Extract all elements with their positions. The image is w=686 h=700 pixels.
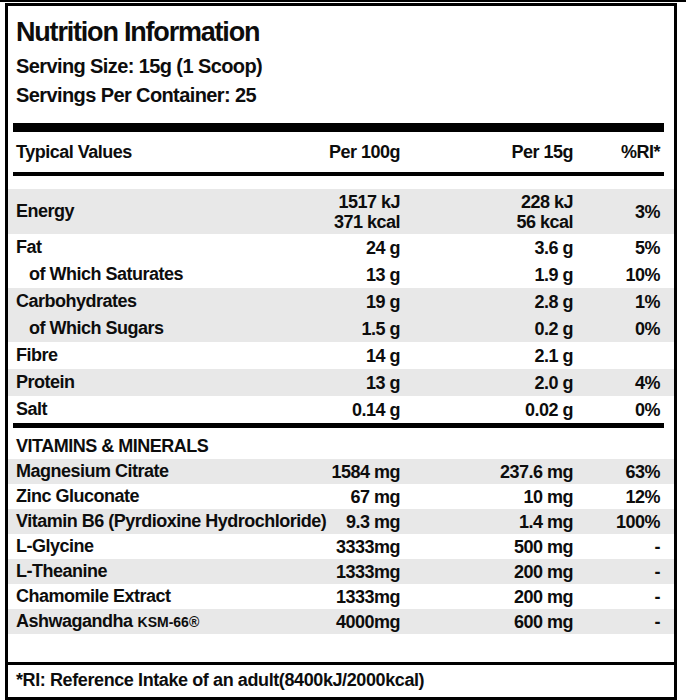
row-label: Magnesium Citrate xyxy=(16,461,169,482)
value-ri: 63% xyxy=(625,462,660,482)
value-per-100g: 13 g xyxy=(366,265,400,285)
row-label: Salt xyxy=(16,399,47,420)
label-body: Nutrition Information Serving Size: 15g … xyxy=(8,6,674,634)
value-per-100g: 13 g xyxy=(366,373,400,393)
value-per-100g: 9.3 mg xyxy=(346,512,400,532)
value-per-15g: 500 mg xyxy=(514,537,573,557)
value-per-15g: 1.9 g xyxy=(534,265,573,285)
value-ri: - xyxy=(655,562,661,582)
table-row-ashwagandha: Ashwagandha KSM-66® 4000mg 600 mg - xyxy=(8,609,674,634)
table-row-carbohydrates: Carbohydrates 19 g 2.8 g 1% xyxy=(8,288,674,315)
row-label-trademark: KSM-66® xyxy=(138,614,200,630)
value-per-100g: 1333mg xyxy=(336,587,400,607)
value-ri: - xyxy=(655,612,661,632)
value-per-100g: 1333mg xyxy=(336,562,400,582)
row-label: of Which Saturates xyxy=(16,264,183,285)
value-per-15g: 228 kJ 56 kcal xyxy=(516,192,573,232)
column-header-ri: %RI* xyxy=(621,142,660,162)
value-per-100g: 67 mg xyxy=(350,487,400,507)
value-per-15g: 2.8 g xyxy=(534,292,573,312)
table-row-salt: Salt 0.14 g 0.02 g 0% xyxy=(8,396,674,423)
value-ri: 3% xyxy=(635,202,660,222)
label-title: Nutrition Information xyxy=(16,12,674,52)
value-per-15g: 3.6 g xyxy=(534,238,573,258)
value-per-100g: 24 g xyxy=(366,238,400,258)
serving-size: Serving Size: 15g (1 Scoop) xyxy=(16,52,674,81)
table-row-magnesium-citrate: Magnesium Citrate 1584 mg 237.6 mg 63% xyxy=(8,459,674,484)
value-per-15g: 10 mg xyxy=(523,487,573,507)
value-per-100g: 3333mg xyxy=(336,537,400,557)
value-ri: 1% xyxy=(635,292,660,312)
table-row-vitamin-b6: Vitamin B6 (Pyrdioxine Hydrochloride) 9.… xyxy=(8,509,674,534)
value-per-15g: 200 mg xyxy=(514,587,573,607)
value-per-100g: 19 g xyxy=(366,292,400,312)
servings-per-container: Servings Per Container: 25 xyxy=(16,81,674,110)
row-label: Chamomile Extract xyxy=(16,586,171,607)
value-per-15g: 600 mg xyxy=(514,612,573,632)
column-header-per-100g: Per 100g xyxy=(329,142,400,162)
value-ri: - xyxy=(655,537,661,557)
row-label: Ashwagandha xyxy=(16,611,133,632)
value-per-15g: 200 mg xyxy=(514,562,573,582)
table-row-protein: Protein 13 g 2.0 g 4% xyxy=(8,369,674,396)
value-per-15g: 0.02 g xyxy=(525,400,573,420)
value-per-15g: 2.1 g xyxy=(534,346,573,366)
row-label: L-Theanine xyxy=(16,561,107,582)
value-per-100g: 1.5 g xyxy=(361,319,400,339)
row-label: Zinc Gluconate xyxy=(16,486,139,507)
value-per-100g: 14 g xyxy=(366,346,400,366)
value-per-100g: 1517 kJ 371 kcal xyxy=(334,192,400,232)
value-ri: - xyxy=(655,587,661,607)
value-ri: 10% xyxy=(625,265,660,285)
value-ri: 12% xyxy=(625,487,660,507)
value-per-15g: 0.2 g xyxy=(534,319,573,339)
value-per-15g: 237.6 mg xyxy=(500,462,573,482)
table-row-chamomile-extract: Chamomile Extract 1333mg 200 mg - xyxy=(8,584,674,609)
value-ri: 5% xyxy=(635,238,660,258)
column-header-per-15g: Per 15g xyxy=(511,142,573,162)
table-row-fat: Fat 24 g 3.6 g 5% xyxy=(8,234,674,261)
footnote: *RI: Reference Intake of an adult(8400kJ… xyxy=(8,665,674,697)
value-per-15g: 1.4 mg xyxy=(519,512,573,532)
value-per-100g: 0.14 g xyxy=(352,400,400,420)
row-label: Vitamin B6 (Pyrdioxine Hydrochloride) xyxy=(16,511,326,532)
table-header-row: Typical Values Per 100g Per 15g %RI* xyxy=(8,132,674,172)
row-label: Carbohydrates xyxy=(16,291,137,312)
section-header-vitamins-minerals: VITAMINS & MINERALS xyxy=(8,433,674,459)
value-per-100g: 1584 mg xyxy=(331,462,400,482)
value-per-100g: 4000mg xyxy=(336,612,400,632)
row-label: L-Glycine xyxy=(16,536,94,557)
table-row-fibre: Fibre 14 g 2.1 g xyxy=(8,342,674,369)
image-top-edge xyxy=(0,0,686,2)
nutrition-label: Nutrition Information Serving Size: 15g … xyxy=(5,3,677,700)
table-row-zinc-gluconate: Zinc Gluconate 67 mg 10 mg 12% xyxy=(8,484,674,509)
value-ri: 100% xyxy=(616,512,660,532)
table-row-l-theanine: L-Theanine 1333mg 200 mg - xyxy=(8,559,674,584)
row-label: of Which Sugars xyxy=(16,318,164,339)
table-row-saturates: of Which Saturates 13 g 1.9 g 10% xyxy=(8,261,674,288)
value-per-15g: 2.0 g xyxy=(534,373,573,393)
row-label: Fibre xyxy=(16,345,58,366)
value-ri: 0% xyxy=(635,319,660,339)
table-row-l-glycine: L-Glycine 3333mg 500 mg - xyxy=(8,534,674,559)
column-header-typical-values: Typical Values xyxy=(16,142,132,163)
value-ri: 4% xyxy=(635,373,660,393)
row-label: Fat xyxy=(16,237,42,258)
value-ri: 0% xyxy=(635,400,660,420)
separator-bar-top xyxy=(13,123,664,132)
row-label: Protein xyxy=(16,372,75,393)
table-row-sugars: of Which Sugars 1.5 g 0.2 g 0% xyxy=(8,315,674,342)
table-row-energy: Energy 1517 kJ 371 kcal 228 kJ 56 kcal 3… xyxy=(8,189,674,234)
row-label: Energy xyxy=(16,201,74,222)
spacer xyxy=(8,176,674,189)
